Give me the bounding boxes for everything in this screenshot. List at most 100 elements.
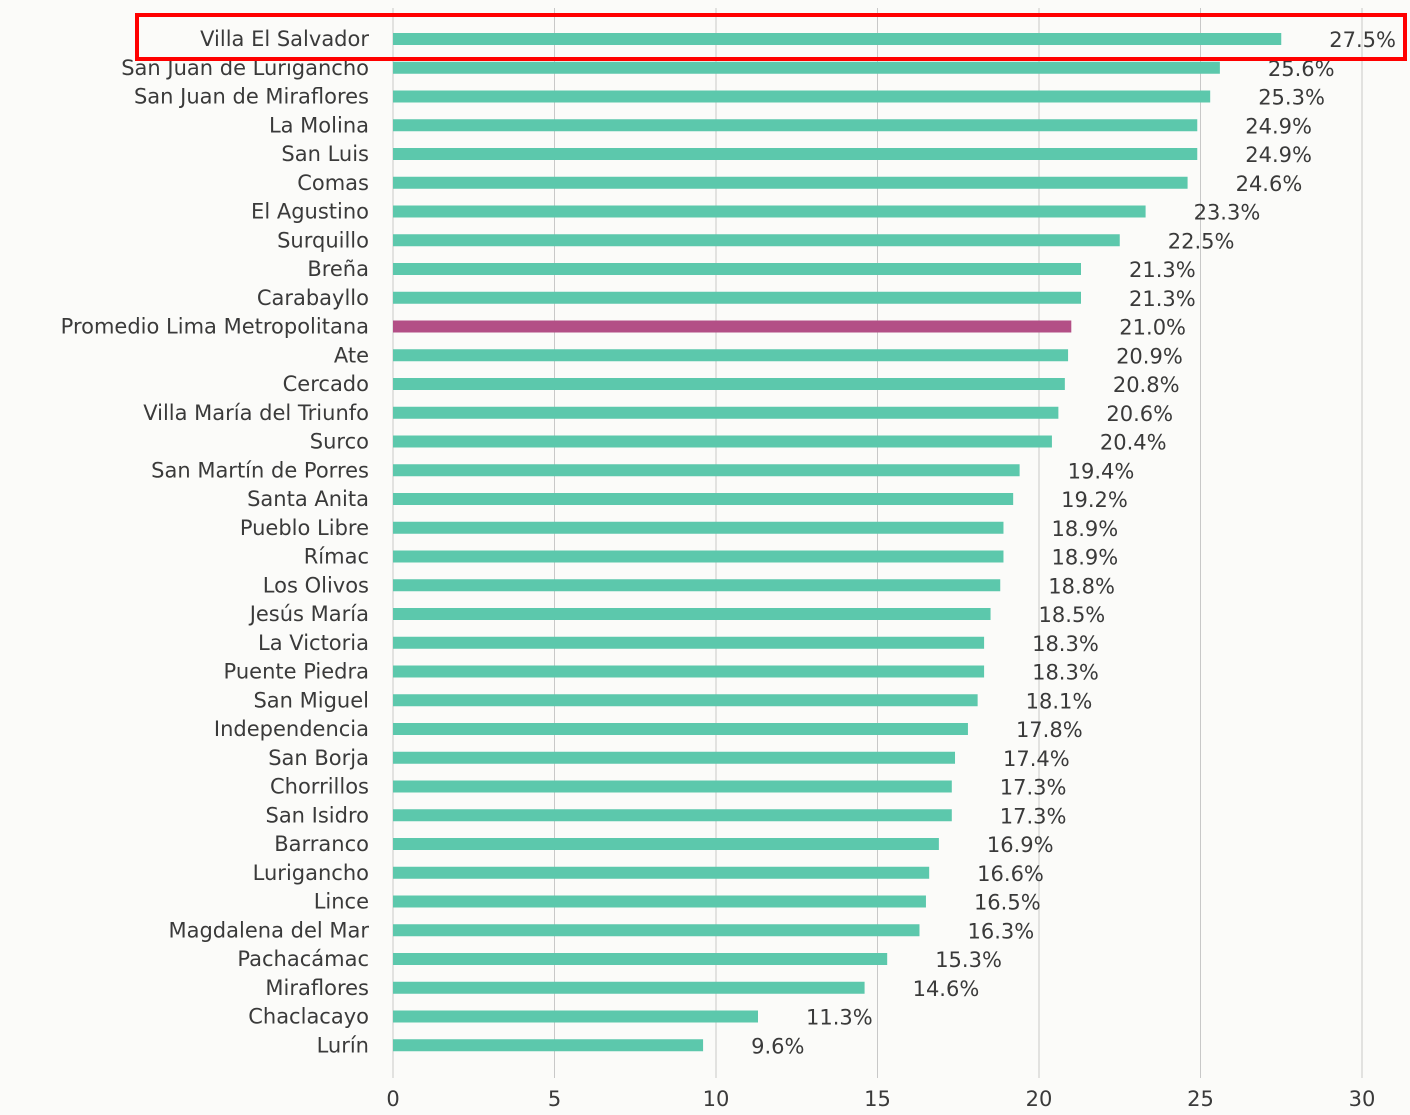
bar [393, 378, 1065, 390]
x-tick-label: 0 [386, 1087, 399, 1111]
category-label: San Juan de Miraflores [134, 85, 369, 109]
data-label: 21.3% [1129, 287, 1196, 311]
bar [393, 1010, 758, 1023]
data-label: 18.1% [1026, 689, 1093, 713]
bar [393, 61, 1220, 74]
category-label: La Victoria [258, 631, 369, 655]
category-label: Puente Piedra [224, 660, 369, 684]
bar [393, 895, 926, 908]
data-label: 20.9% [1116, 344, 1183, 368]
x-tick-label: 25 [1187, 1087, 1214, 1111]
data-label: 9.6% [751, 1034, 804, 1058]
bar [393, 694, 978, 707]
category-label: Los Olivos [263, 573, 369, 597]
category-label: Miraflores [265, 976, 369, 1000]
data-label: 25.3% [1258, 86, 1325, 110]
bar [393, 866, 930, 879]
bar [393, 33, 1282, 45]
data-label: 21.0% [1119, 316, 1186, 340]
category-label: Carabayllo [257, 286, 369, 310]
bar [393, 521, 1004, 534]
category-label: Promedio Lima Metropolitana [61, 315, 369, 339]
x-tick-label: 15 [864, 1087, 891, 1111]
category-label: Cercado [283, 372, 369, 396]
category-label: Santa Anita [247, 487, 369, 511]
highlight-box [135, 13, 1407, 61]
category-label: Barranco [274, 832, 369, 856]
value-labels: 27.5%25.6%25.3%24.9%24.9%24.6%23.3%22.5%… [751, 28, 1396, 1058]
bar [393, 665, 985, 678]
bar [393, 435, 1052, 448]
category-label: El Agustino [251, 200, 369, 224]
category-label: San Miguel [253, 688, 369, 712]
x-axis-ticks: 0 5 10 15 20 25 30 [386, 1087, 1375, 1111]
data-label: 18.9% [1051, 517, 1118, 541]
bar [393, 723, 968, 735]
data-label: 11.3% [806, 1006, 873, 1030]
bar [393, 780, 952, 793]
category-label: Independencia [214, 717, 369, 741]
data-label: 17.3% [1000, 804, 1067, 828]
data-label: 24.9% [1245, 114, 1312, 138]
bar [393, 838, 939, 850]
data-label: 20.6% [1106, 402, 1173, 426]
data-label: 18.5% [1039, 603, 1106, 627]
data-label: 16.5% [974, 891, 1041, 915]
bar [393, 90, 1211, 103]
category-label: Lurín [317, 1033, 369, 1057]
category-label: Jesús María [248, 602, 369, 626]
data-label: 17.3% [1000, 776, 1067, 800]
category-label: Chorrillos [270, 775, 369, 799]
bar [393, 636, 985, 649]
category-label: Villa El Salvador [200, 27, 369, 51]
data-label: 16.9% [987, 833, 1054, 857]
category-label: Breña [307, 257, 369, 281]
bar [393, 493, 1014, 505]
category-label: Magdalena del Mar [168, 918, 369, 942]
bar [393, 924, 920, 937]
bar [393, 234, 1120, 247]
bar [393, 579, 1001, 592]
category-label: Chaclacayo [248, 1005, 369, 1029]
bar [393, 1039, 704, 1052]
x-tick-label: 20 [1026, 1087, 1053, 1111]
category-label: Pueblo Libre [240, 516, 369, 540]
data-label: 27.5% [1329, 28, 1396, 52]
x-tick-label: 5 [548, 1087, 561, 1111]
bar [393, 406, 1059, 419]
data-label: 17.4% [1003, 747, 1070, 771]
category-label: San Isidro [265, 803, 369, 827]
category-label: San Borja [268, 746, 369, 770]
bar [393, 176, 1188, 189]
bars [393, 33, 1282, 1052]
bar [393, 119, 1198, 132]
data-label: 18.9% [1051, 546, 1118, 570]
data-label: 18.3% [1032, 632, 1099, 656]
category-label: Surquillo [277, 228, 369, 252]
data-label: 22.5% [1168, 229, 1235, 253]
data-label: 18.8% [1048, 574, 1115, 598]
bar [393, 205, 1146, 218]
category-label: Lurigancho [253, 861, 369, 885]
data-label: 14.6% [913, 977, 980, 1001]
category-label: Lince [314, 890, 369, 914]
bar [393, 981, 865, 994]
data-label: 15.3% [935, 948, 1002, 972]
data-label: 18.3% [1032, 661, 1099, 685]
data-label: 24.9% [1245, 143, 1312, 167]
data-label: 19.2% [1061, 488, 1128, 512]
data-label: 16.3% [967, 919, 1034, 943]
bar [393, 148, 1198, 160]
category-label: Comas [297, 171, 369, 195]
category-label: Villa María del Triunfo [143, 401, 369, 425]
category-label: San Luis [281, 142, 369, 166]
data-label: 24.6% [1236, 172, 1303, 196]
data-label: 19.4% [1068, 459, 1135, 483]
bar [393, 809, 952, 822]
bar [393, 464, 1020, 477]
category-label: Surco [310, 430, 369, 454]
annotations [135, 13, 1407, 61]
category-label: San Martín de Porres [151, 458, 369, 482]
